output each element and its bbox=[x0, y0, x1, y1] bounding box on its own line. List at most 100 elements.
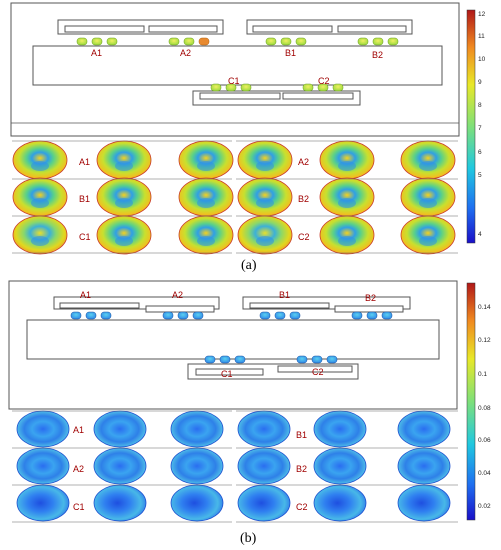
heat-core bbox=[115, 161, 133, 171]
colorbar-b-tick: 0.14 bbox=[478, 304, 491, 311]
row-label-a-right: B2 bbox=[298, 194, 309, 204]
solder-cross-section bbox=[12, 140, 68, 180]
solder-cross-section bbox=[12, 215, 68, 255]
heat-core bbox=[197, 161, 215, 171]
substrate-a1 bbox=[64, 25, 145, 33]
chip-label-b-c1: C1 bbox=[221, 369, 233, 379]
chip-group-b-b1 bbox=[259, 311, 301, 320]
solder-cross-section bbox=[313, 447, 367, 485]
solder-cross-section bbox=[237, 140, 293, 180]
chip-group-b-c2 bbox=[296, 355, 338, 364]
solder-cross-section bbox=[237, 410, 291, 448]
chip-label-b-b1: B1 bbox=[279, 290, 290, 300]
solder-cross-section bbox=[96, 215, 152, 255]
colorbar-a-tick: 5 bbox=[478, 172, 482, 179]
solder-cross-section bbox=[397, 447, 451, 485]
heat-core bbox=[338, 161, 356, 171]
chip-label-b2: B2 bbox=[372, 50, 383, 60]
heat-core bbox=[256, 198, 274, 208]
chip-group-b2 bbox=[357, 37, 399, 46]
colorbar-b-tick: 0.02 bbox=[478, 503, 491, 510]
substrate-b-c2 bbox=[277, 365, 353, 373]
solder-cross-section bbox=[170, 447, 224, 485]
substrate-a2 bbox=[148, 25, 218, 33]
colorbar-a-tick: 9 bbox=[478, 79, 482, 86]
substrate-c2 bbox=[282, 92, 354, 100]
heat-core bbox=[115, 236, 133, 246]
solder-cross-section bbox=[400, 140, 456, 180]
solder-cross-section bbox=[319, 177, 375, 217]
chip-group-b-c1 bbox=[204, 355, 246, 364]
solder-cross-section bbox=[400, 177, 456, 217]
heat-core bbox=[197, 198, 215, 208]
substrate-b-a2 bbox=[145, 305, 215, 313]
chip-group-c1 bbox=[210, 83, 252, 92]
substrate-b2 bbox=[337, 25, 407, 33]
panel-a-svg: A1 A2 B1 B2 C1 C2 12 11 10 9 8 7 6 5 4 A… bbox=[10, 2, 486, 255]
heat-core bbox=[419, 198, 437, 208]
colorbar-a-tick: 6 bbox=[478, 149, 482, 156]
chip-group-a2 bbox=[168, 37, 210, 46]
row-label-a-left: C1 bbox=[79, 232, 91, 242]
colorbar-b-tick: 0.04 bbox=[478, 470, 491, 477]
heat-core bbox=[338, 198, 356, 208]
solder-cross-section bbox=[237, 177, 293, 217]
row-label-b-left: A1 bbox=[73, 425, 84, 435]
solder-cross-section bbox=[12, 177, 68, 217]
heatmap-grid-a bbox=[12, 140, 458, 255]
chip-label-c1: C1 bbox=[228, 76, 240, 86]
caption-a: (a) bbox=[241, 258, 257, 273]
colorbar-a-tick: 12 bbox=[478, 11, 486, 18]
colorbar-a bbox=[466, 9, 476, 244]
colorbar-a-tick: 4 bbox=[478, 231, 482, 238]
colorbar-b-tick: 0.12 bbox=[478, 337, 491, 344]
heat-core bbox=[31, 236, 49, 246]
substrate-b-b1 bbox=[249, 302, 330, 309]
panel-a: A1 A2 B1 B2 C1 C2 12 11 10 9 8 7 6 5 4 A… bbox=[10, 2, 486, 273]
solder-cross-section bbox=[237, 484, 291, 522]
solder-cross-section bbox=[93, 484, 147, 522]
colorbar-a-tick: 7 bbox=[478, 125, 482, 132]
row-label-b-right: C2 bbox=[296, 502, 308, 512]
colorbar-b-tick: 0.08 bbox=[478, 405, 491, 412]
substrate-c1 bbox=[199, 92, 281, 100]
solder-cross-section bbox=[400, 215, 456, 255]
heat-core bbox=[419, 236, 437, 246]
solder-cross-section bbox=[319, 215, 375, 255]
chip-label-b1: B1 bbox=[285, 48, 296, 58]
chip-label-b-a1: A1 bbox=[80, 290, 91, 300]
colorbar-b-tick: 0.1 bbox=[478, 371, 487, 378]
solder-cross-section bbox=[96, 140, 152, 180]
chip-label-a1: A1 bbox=[91, 48, 102, 58]
colorbar-a-tick: 10 bbox=[478, 56, 486, 63]
chip-label-c2: C2 bbox=[318, 76, 330, 86]
middle-board-b bbox=[26, 319, 440, 360]
chip-group-b-a1 bbox=[70, 311, 112, 320]
chip-label-b-b2: B2 bbox=[365, 293, 376, 303]
chip-group-b-b2 bbox=[351, 311, 393, 320]
solder-cross-section bbox=[16, 410, 70, 448]
colorbar-a-ticks: 12 11 10 9 8 7 6 5 4 bbox=[478, 11, 486, 238]
solder-cross-section bbox=[178, 140, 234, 180]
row-label-a-right: A2 bbox=[298, 157, 309, 167]
panel-b-svg: A1 A2 B1 B2 C1 C2 0.14 0.12 0.1 0.08 0.0… bbox=[8, 280, 491, 523]
solder-cross-section bbox=[319, 140, 375, 180]
solder-cross-section bbox=[93, 410, 147, 448]
solder-cross-section bbox=[96, 177, 152, 217]
chip-group-a1 bbox=[76, 37, 118, 46]
heat-core bbox=[256, 236, 274, 246]
heat-core bbox=[419, 161, 437, 171]
colorbar-a-tick: 11 bbox=[478, 33, 485, 40]
heat-core bbox=[31, 161, 49, 171]
caption-b: (b) bbox=[240, 531, 257, 546]
colorbar-b bbox=[466, 282, 476, 521]
chip-group-b-a2 bbox=[162, 311, 204, 320]
solder-cross-section bbox=[397, 410, 451, 448]
row-label-b-right: B2 bbox=[296, 464, 307, 474]
chip-label-a2: A2 bbox=[180, 48, 191, 58]
heat-core bbox=[115, 198, 133, 208]
substrate-b-c1 bbox=[195, 368, 264, 376]
substrate-b1 bbox=[252, 25, 333, 33]
solder-cross-section bbox=[313, 484, 367, 522]
solder-cross-section bbox=[170, 410, 224, 448]
